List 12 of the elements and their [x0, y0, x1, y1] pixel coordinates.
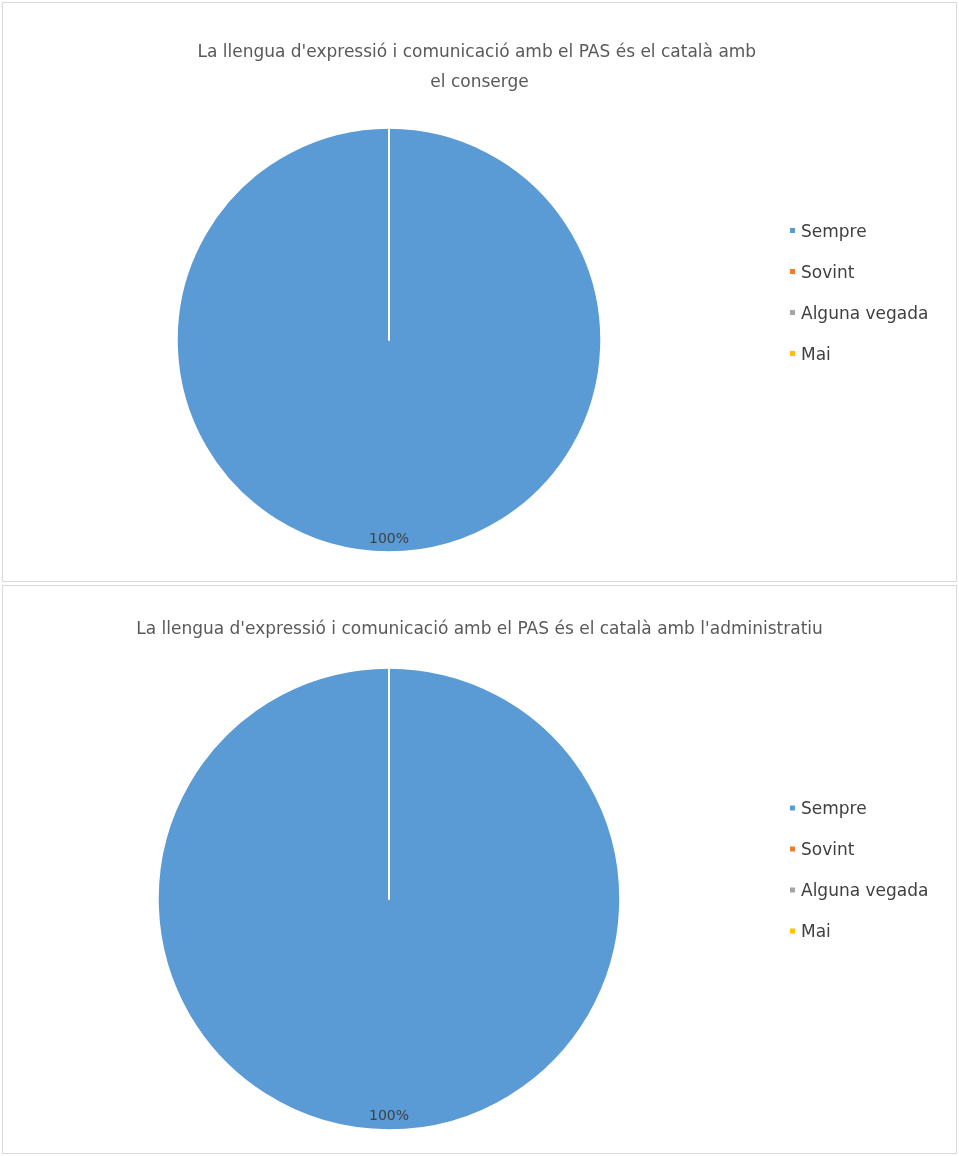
chart-title: La llengua d'expressió i comunicació amb el PAS és el català amb el conserge: [197, 41, 762, 91]
legend-label: Sempre: [801, 798, 867, 818]
data-label: 100%: [368, 1106, 410, 1123]
legend-label: Sempre: [801, 220, 867, 241]
legend-label: Sovint: [801, 261, 855, 282]
data-label: 100%: [368, 530, 410, 547]
legend-label: Alguna vegada: [801, 302, 929, 323]
legend-label: Sovint: [801, 839, 855, 859]
legend-label: Mai: [801, 921, 831, 941]
legend-label: Alguna vegada: [801, 880, 929, 900]
chart-title: La llengua d'expressió i comunicació amb el PAS és el català amb l'administratiu: [136, 618, 823, 638]
legend-label: Mai: [801, 343, 831, 364]
